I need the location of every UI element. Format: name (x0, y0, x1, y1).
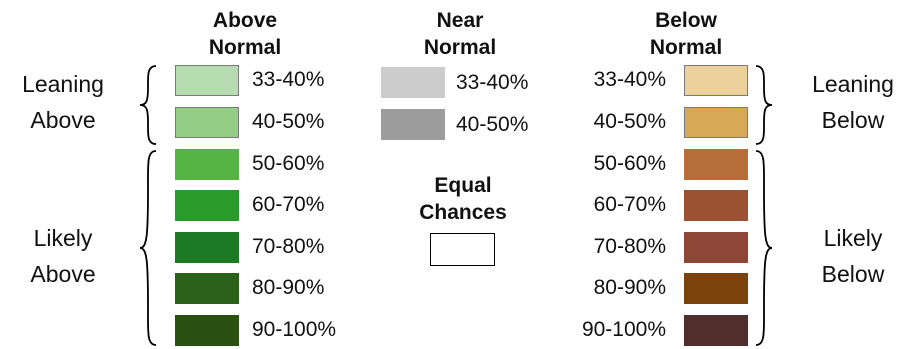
above-swatch-1 (175, 65, 239, 96)
above-range-6: 80-90% (252, 276, 325, 299)
near-swatch-1 (381, 67, 445, 98)
below-swatch-4 (684, 190, 748, 221)
leaning-above-label-line1: Leaning (22, 71, 104, 97)
above-swatch-2 (175, 107, 239, 138)
below-normal-header-line2: Normal (649, 36, 723, 59)
likely-above-label: Likely Above (8, 220, 118, 292)
below-swatch-2 (684, 107, 748, 138)
above-range-7: 90-100% (252, 318, 337, 341)
below-swatch-3 (684, 149, 748, 180)
below-range-6: 80-90% (593, 276, 666, 299)
above-normal-header: Above Normal (190, 7, 300, 61)
above-range-2: 40-50% (252, 110, 325, 133)
above-swatch-4 (175, 190, 239, 221)
below-range-7: 90-100% (581, 318, 666, 341)
near-normal-header: Near Normal (405, 7, 515, 61)
below-range-1: 33-40% (593, 68, 666, 91)
below-swatch-1 (684, 65, 748, 96)
likely-above-brace (139, 150, 157, 346)
leaning-below-label: Leaning Below (798, 66, 908, 138)
below-normal-header: Below Normal (631, 7, 741, 61)
near-normal-header-line1: Near (436, 9, 484, 32)
leaning-above-brace (139, 65, 157, 145)
above-range-3: 50-60% (252, 152, 325, 175)
below-range-4: 60-70% (593, 193, 666, 216)
above-range-5: 70-80% (252, 235, 325, 258)
below-range-5: 70-80% (593, 235, 666, 258)
below-swatch-6 (684, 273, 748, 304)
likely-above-label-line2: Above (30, 261, 96, 287)
near-range-2: 40-50% (456, 113, 529, 136)
leaning-below-label-line1: Leaning (812, 71, 894, 97)
likely-above-label-line1: Likely (33, 225, 93, 251)
above-swatch-6 (175, 273, 239, 304)
below-swatch-7 (684, 315, 748, 346)
below-range-3: 50-60% (593, 152, 666, 175)
near-swatch-2 (381, 109, 445, 140)
above-swatch-5 (175, 232, 239, 263)
likely-below-label-line2: Below (821, 261, 885, 287)
above-range-1: 33-40% (252, 68, 325, 91)
above-normal-header-line2: Normal (208, 36, 282, 59)
leaning-below-label-line2: Below (821, 107, 885, 133)
near-normal-header-line2: Normal (423, 36, 497, 59)
leaning-above-label-line2: Above (30, 107, 96, 133)
equal-chances-swatch (430, 233, 495, 266)
leaning-below-brace (755, 65, 773, 145)
equal-chances-label: Equal Chances (408, 172, 518, 226)
below-normal-header-line1: Below (655, 9, 717, 32)
near-range-1: 33-40% (456, 71, 529, 94)
likely-below-label: Likely Below (798, 220, 908, 292)
below-swatch-5 (684, 232, 748, 263)
above-normal-header-line1: Above (212, 9, 278, 32)
equal-chances-line2: Chances (419, 201, 507, 224)
above-range-4: 60-70% (252, 193, 325, 216)
above-swatch-3 (175, 149, 239, 180)
likely-below-label-line1: Likely (823, 225, 883, 251)
equal-chances-line1: Equal (434, 174, 492, 197)
likely-below-brace (755, 150, 773, 346)
below-range-2: 40-50% (593, 110, 666, 133)
leaning-above-label: Leaning Above (8, 66, 118, 138)
above-swatch-7 (175, 315, 239, 346)
